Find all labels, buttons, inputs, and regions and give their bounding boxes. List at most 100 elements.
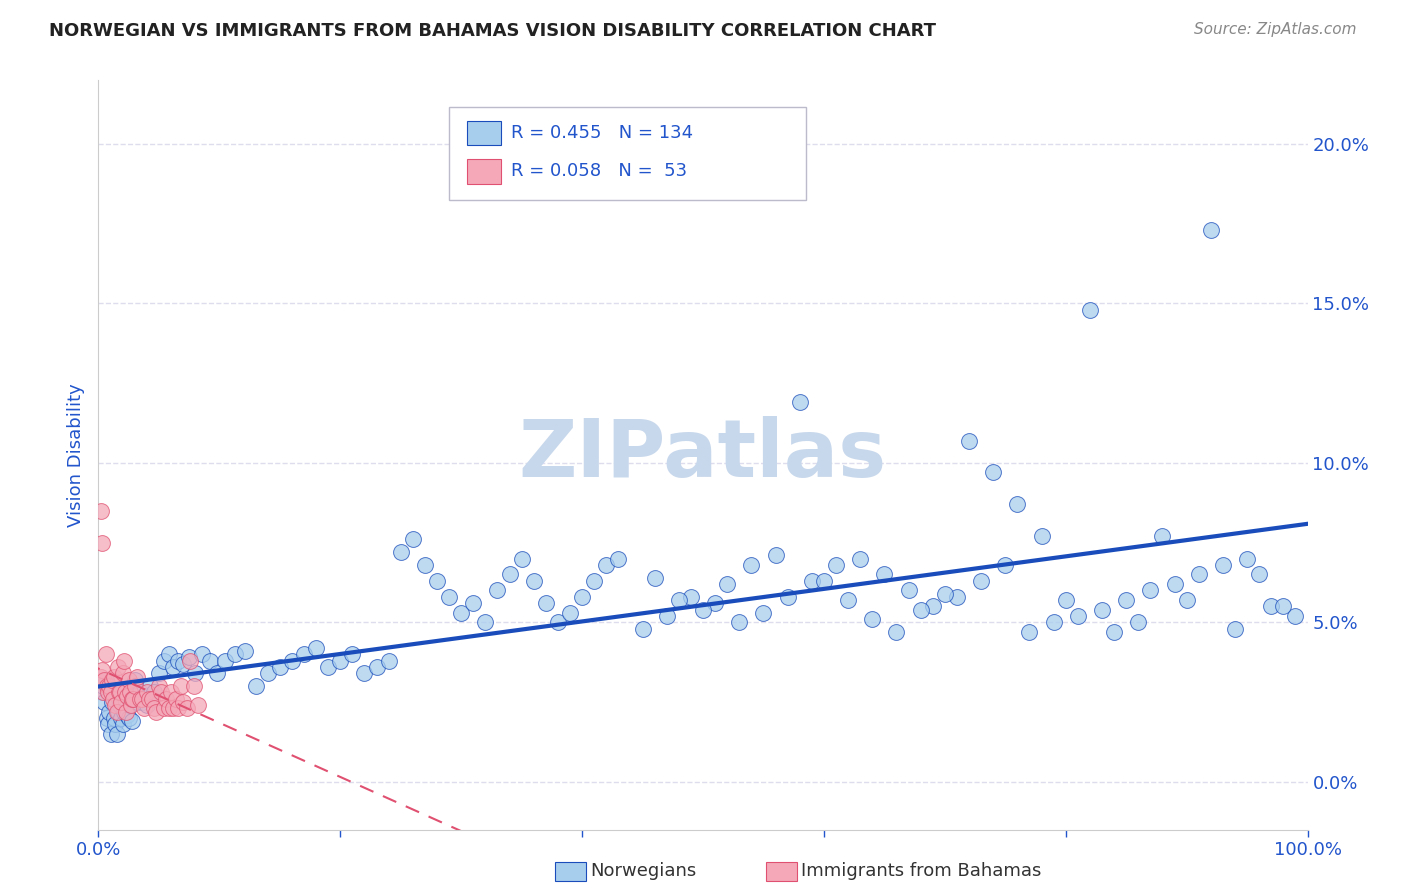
Point (162, 660, 184, 674)
Point (141, 691, 163, 706)
Point (127, 669, 149, 683)
Point (108, 698, 131, 713)
Point (1175, 593, 1198, 607)
Point (752, 606, 775, 620)
Point (813, 574, 835, 588)
Point (1284, 609, 1306, 624)
Point (800, 574, 823, 588)
Point (122, 691, 145, 706)
Point (644, 571, 666, 585)
Point (183, 679, 205, 693)
Point (93, 695, 115, 709)
Point (108, 685, 131, 699)
Point (994, 558, 1017, 572)
Point (172, 695, 194, 709)
Point (316, 660, 339, 674)
Point (523, 574, 546, 588)
Point (104, 698, 127, 713)
Text: R = 0.058   N =  53: R = 0.058 N = 53 (510, 162, 688, 180)
Point (437, 590, 460, 604)
Point (957, 434, 980, 448)
Point (946, 590, 969, 604)
Point (152, 701, 174, 715)
Point (155, 691, 177, 706)
Point (107, 705, 129, 719)
Point (112, 654, 135, 668)
Point (679, 590, 702, 604)
Point (1139, 583, 1161, 598)
Point (167, 654, 190, 668)
Point (118, 673, 141, 687)
Point (112, 705, 135, 719)
Point (165, 691, 187, 706)
Point (157, 647, 180, 661)
Point (127, 695, 149, 709)
Point (108, 691, 131, 706)
Point (162, 701, 184, 715)
Point (1054, 593, 1077, 607)
Point (120, 698, 142, 713)
Point (765, 549, 787, 563)
Point (118, 685, 141, 699)
Point (91, 679, 114, 693)
Point (1249, 567, 1271, 582)
Point (148, 666, 170, 681)
Y-axis label: Vision Disability: Vision Disability (66, 383, 84, 527)
Point (114, 685, 136, 699)
Point (1067, 609, 1090, 624)
Point (704, 596, 727, 610)
Point (498, 567, 520, 582)
Point (135, 685, 157, 699)
Point (187, 698, 209, 713)
Point (114, 685, 136, 699)
Point (233, 644, 256, 658)
Point (100, 673, 122, 687)
Point (776, 590, 799, 604)
Point (921, 599, 943, 614)
Point (91, 663, 114, 677)
Point (1115, 593, 1137, 607)
Point (191, 647, 214, 661)
Point (139, 679, 162, 693)
Point (1018, 624, 1040, 639)
Point (1042, 615, 1064, 630)
Point (157, 701, 180, 715)
Text: ZIPatlas: ZIPatlas (519, 416, 887, 494)
Point (486, 583, 509, 598)
Point (145, 705, 167, 719)
Point (96, 679, 118, 693)
Point (184, 666, 207, 681)
Point (110, 695, 132, 709)
Point (117, 707, 139, 722)
Point (105, 705, 128, 719)
Point (934, 586, 956, 600)
Point (94, 647, 117, 661)
Point (110, 711, 132, 725)
Point (91, 685, 114, 699)
Point (101, 691, 124, 706)
Point (124, 673, 146, 687)
Point (111, 666, 134, 681)
Bar (467, 120, 501, 145)
Point (655, 609, 678, 624)
Point (981, 466, 1004, 480)
Point (873, 567, 896, 582)
Point (1199, 223, 1222, 237)
Point (1152, 529, 1174, 543)
Point (329, 654, 352, 668)
Point (1031, 529, 1053, 543)
Point (134, 689, 156, 703)
Point (100, 685, 122, 699)
Point (789, 395, 811, 409)
Point (292, 647, 315, 661)
Point (115, 705, 138, 719)
Point (98, 679, 121, 693)
Point (692, 602, 714, 616)
Point (93, 673, 115, 687)
Point (179, 650, 201, 665)
Point (117, 689, 139, 703)
Point (825, 558, 848, 572)
Point (837, 593, 859, 607)
Point (128, 685, 150, 699)
FancyBboxPatch shape (449, 106, 806, 200)
